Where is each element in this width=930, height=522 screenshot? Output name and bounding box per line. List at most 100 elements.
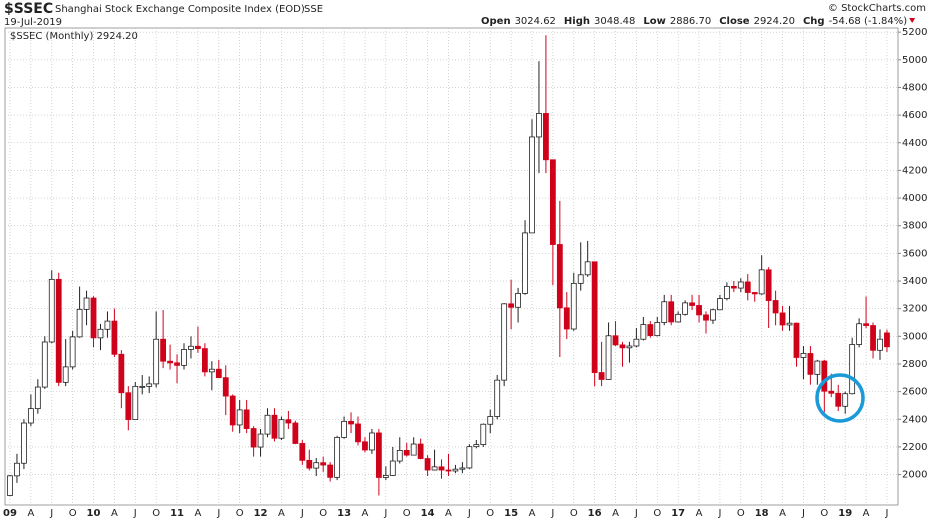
candle-body xyxy=(529,136,535,234)
index-name: Shanghai Stock Exchange Composite Index … xyxy=(55,4,305,15)
x-tick-label: 19 xyxy=(838,508,852,519)
candle-body xyxy=(375,432,382,478)
candle-body xyxy=(856,323,863,345)
quote: Open 3024.62 High 3048.48 Low 2886.70 Close 292… xyxy=(481,16,916,27)
candle-body xyxy=(870,325,876,351)
candle-body xyxy=(146,383,153,387)
candle-body xyxy=(7,475,13,496)
candle-body xyxy=(863,323,869,326)
candle-body xyxy=(640,324,647,340)
candle-body xyxy=(271,414,278,439)
candle-body xyxy=(76,308,83,338)
candle-body xyxy=(556,244,563,309)
candle-body xyxy=(21,422,27,464)
candle-body xyxy=(285,419,292,424)
candle-body xyxy=(570,282,577,330)
candle-body xyxy=(229,395,236,426)
candle-body xyxy=(153,338,160,385)
candle-body xyxy=(55,278,62,383)
y-tick-label: 2600 xyxy=(902,387,927,398)
candle-body xyxy=(758,269,765,295)
y-tick-label: 3600 xyxy=(902,248,927,259)
candle-body xyxy=(174,362,180,366)
y-tick-label: 4600 xyxy=(902,110,927,121)
x-tick-label: J xyxy=(634,508,638,519)
x-tick-label: O xyxy=(319,508,327,519)
candle-body xyxy=(431,466,438,471)
candle-body xyxy=(522,232,528,294)
x-tick-label: J xyxy=(550,508,554,519)
quote-label: Open xyxy=(481,16,511,27)
x-tick-label: A xyxy=(27,508,34,519)
x-tick-label: O xyxy=(69,508,77,519)
x-tick-label: A xyxy=(445,508,452,519)
candle-body xyxy=(292,422,299,444)
y-tick-label: 5000 xyxy=(902,55,927,66)
legend: $SSEC (Monthly) 2924.20 xyxy=(10,31,138,42)
candle-body xyxy=(264,414,271,435)
quote-value: 2886.70 xyxy=(670,16,711,27)
x-tick-label: J xyxy=(133,508,137,519)
candle-body xyxy=(696,305,702,316)
x-tick-label: J xyxy=(383,508,387,519)
candle-body xyxy=(751,292,758,295)
candle-body xyxy=(27,408,34,424)
plot-frame xyxy=(4,27,899,506)
x-tick-label: A xyxy=(779,508,786,519)
candle-body xyxy=(515,293,521,308)
candle-body xyxy=(382,475,389,478)
candle-body xyxy=(487,416,494,425)
candle-body xyxy=(188,345,194,350)
x-tick-label: O xyxy=(236,508,244,519)
candle-body xyxy=(480,423,487,445)
quote-label: Low xyxy=(643,16,665,27)
candle-body xyxy=(62,366,69,383)
candle-body xyxy=(424,458,431,471)
y-tick-label: 2800 xyxy=(902,359,927,370)
candle-body xyxy=(717,298,723,311)
candle-body xyxy=(299,443,306,461)
candle-body xyxy=(208,368,215,373)
x-tick-label: J xyxy=(717,508,721,519)
y-tick-label: 2200 xyxy=(902,442,927,453)
candle-body xyxy=(828,390,835,394)
quote-value: 3024.62 xyxy=(515,16,556,27)
candle-body xyxy=(466,446,473,469)
candle-body xyxy=(118,353,125,394)
x-tick-label: A xyxy=(111,508,118,519)
candle-body xyxy=(104,320,111,330)
quote-value: -54.68 (-1.84%) xyxy=(829,16,908,27)
source: © StockCharts.com xyxy=(828,3,926,14)
candle-body xyxy=(313,462,320,469)
x-tick-label: O xyxy=(152,508,160,519)
candle-body xyxy=(125,392,132,420)
y-tick-label: 5200 xyxy=(902,27,927,38)
candle-body xyxy=(250,428,257,448)
candle-body xyxy=(167,360,173,364)
candle-body xyxy=(591,261,598,373)
x-tick-label: A xyxy=(278,508,285,519)
x-tick-label: A xyxy=(612,508,619,519)
candle-body xyxy=(577,274,584,284)
candle-body xyxy=(668,301,675,323)
candle-body xyxy=(884,332,890,348)
x-tick-label: J xyxy=(884,508,888,519)
y-tick-label: 4400 xyxy=(902,138,927,149)
highlight-circle xyxy=(815,373,865,423)
candle-body xyxy=(369,432,375,451)
quote-label: Chg xyxy=(803,16,825,27)
candle-body xyxy=(243,409,250,429)
candle-body xyxy=(849,344,856,395)
y-tick-label: 3400 xyxy=(902,276,927,287)
x-tick-label: O xyxy=(570,508,578,519)
x-tick-label: O xyxy=(486,508,494,519)
candle-body xyxy=(536,113,542,138)
candle-body xyxy=(605,335,612,380)
candle-body xyxy=(765,269,772,301)
candle-body xyxy=(90,297,97,339)
x-tick-label: J xyxy=(216,508,220,519)
candle-body xyxy=(334,436,341,478)
candle-body xyxy=(723,286,730,299)
candle-body xyxy=(793,322,800,358)
